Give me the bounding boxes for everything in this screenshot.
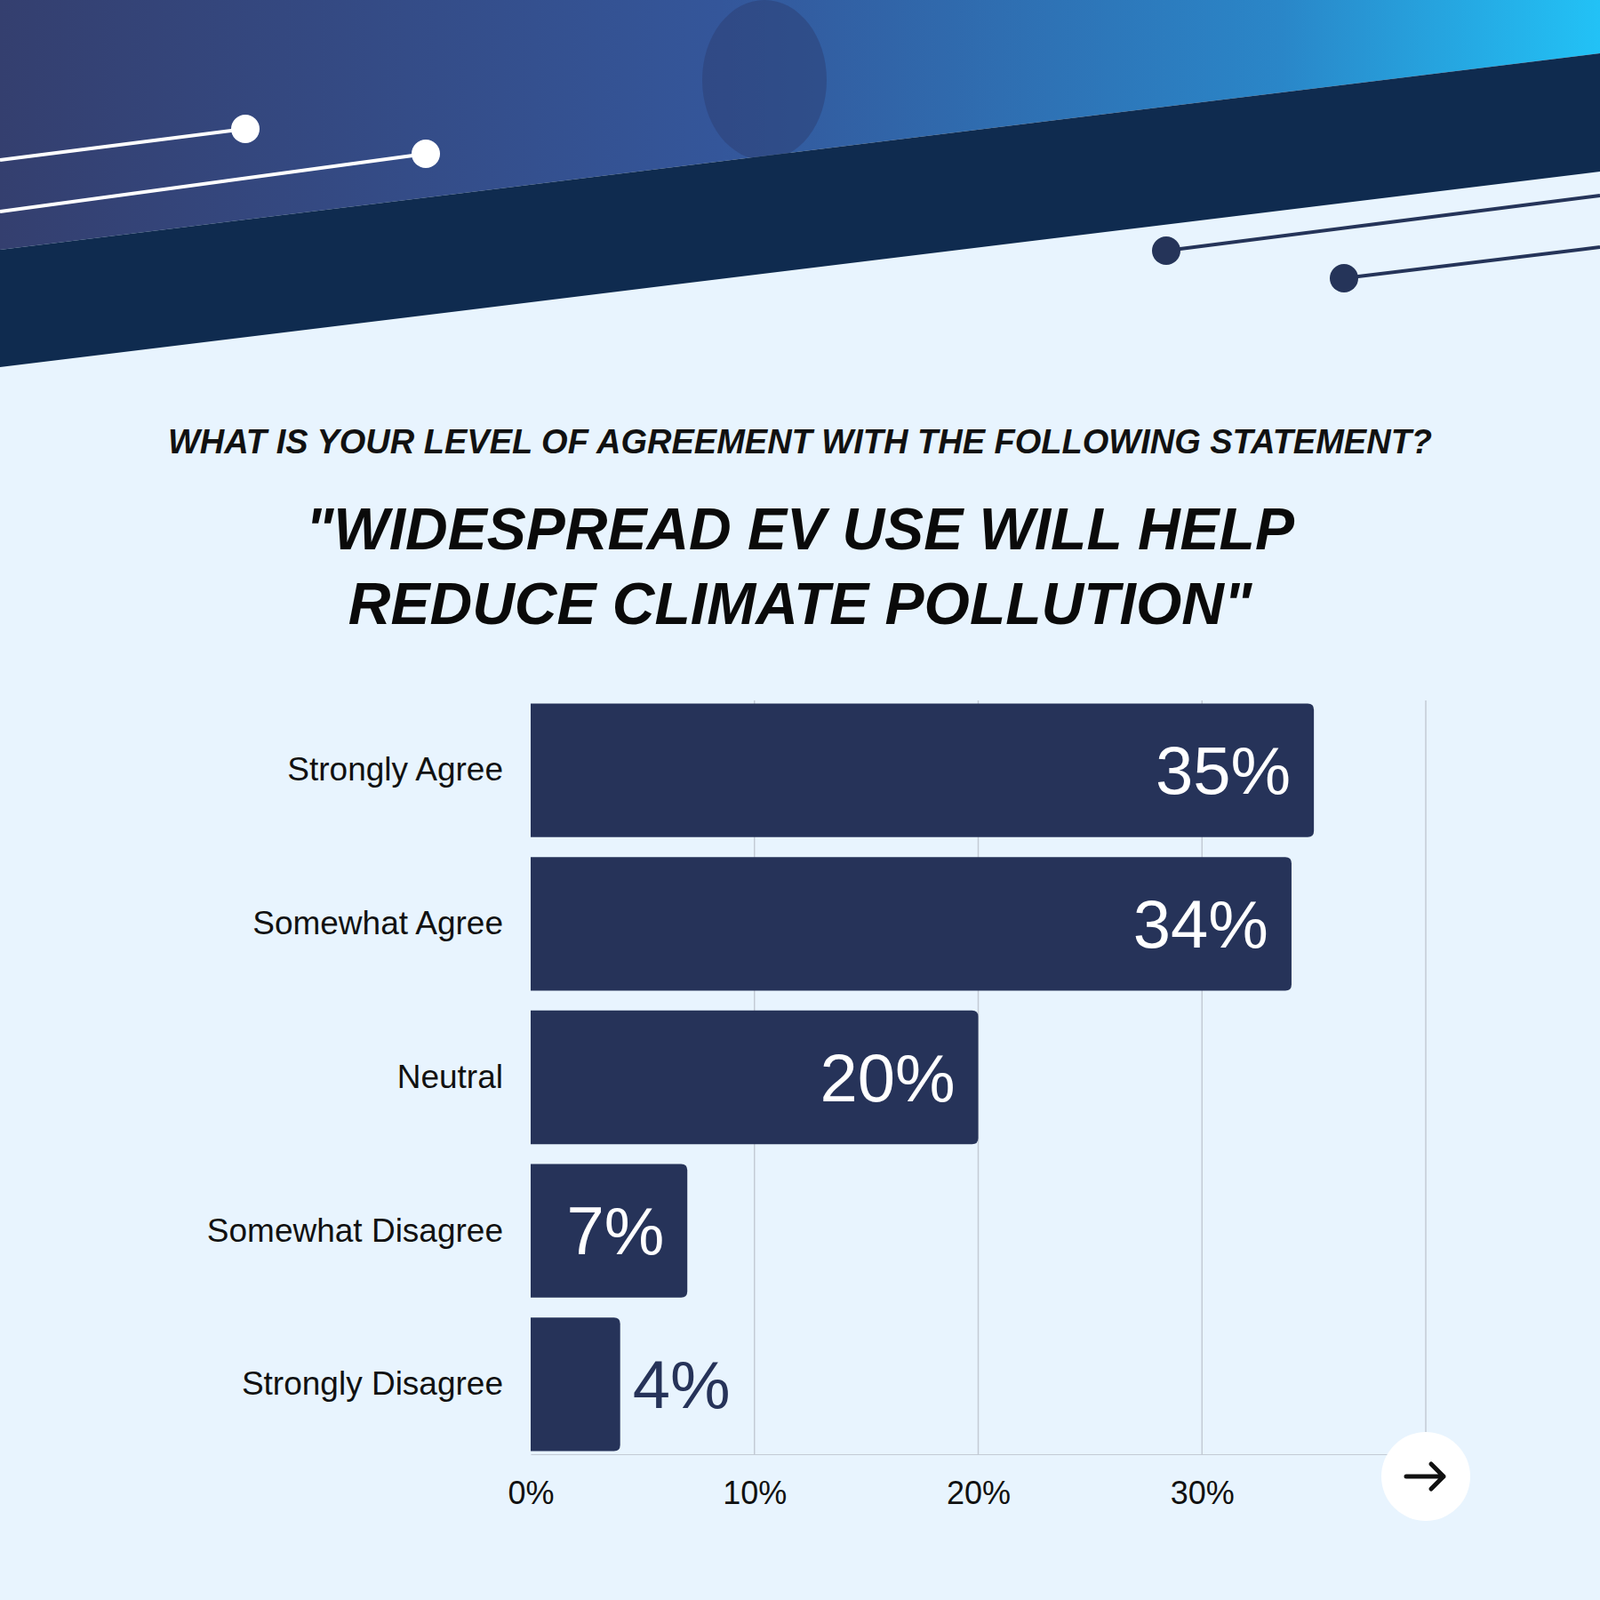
x-tick-label: 30% <box>1170 1474 1235 1512</box>
category-label: Strongly Disagree <box>241 1365 504 1402</box>
y-tick: Somewhat Agree <box>252 904 531 942</box>
x-axis: 0% 10% 20% 30% <box>507 1454 1426 1512</box>
button-arrow[interactable] <box>1406 1464 1444 1489</box>
category-label: Somewhat Disagree <box>207 1212 504 1249</box>
x-axis-line <box>531 1454 1427 1456</box>
y-axis: Strongly Agree Somewhat Agree Neutral Somew… <box>207 751 531 1402</box>
x-tick-label: 0% <box>507 1474 554 1512</box>
header-decoration <box>0 0 1600 368</box>
category-label: Strongly Agree <box>287 751 504 788</box>
x-tick-label: 10% <box>722 1474 787 1512</box>
header-line <box>1166 195 1600 251</box>
header-wheel <box>702 0 827 160</box>
y-tick: Neutral <box>397 1058 531 1096</box>
header-line <box>1344 247 1600 279</box>
y-tick: Strongly Agree <box>287 751 531 788</box>
header-line <box>0 128 246 160</box>
bar <box>530 703 1314 837</box>
y-tick: Somewhat Disagree <box>207 1212 531 1249</box>
chart-canvas: WHAT IS YOUR LEVEL OF AGREEMENT WITH THE… <box>0 0 1600 1600</box>
x-tick: 20% <box>946 1454 1011 1512</box>
data-label: 34% <box>1133 886 1269 962</box>
data-labels: 35% 34% 20% 7% 4% <box>566 732 1291 1423</box>
y-tick: Strongly Disagree <box>241 1365 531 1402</box>
x-tick: 0% <box>507 1454 554 1512</box>
subtitle: WHAT IS YOUR LEVEL OF AGREEMENT WITH THE… <box>168 423 1432 461</box>
header-dot <box>411 139 440 168</box>
bar <box>530 1164 688 1298</box>
plot-frame <box>1424 700 1427 1455</box>
header-dot <box>231 114 260 144</box>
bar <box>530 1317 621 1451</box>
bar <box>530 856 1292 991</box>
header-dot <box>1329 264 1359 293</box>
data-label: 4% <box>632 1346 731 1423</box>
category-label: Somewhat Agree <box>252 904 504 942</box>
background <box>0 0 1600 1600</box>
bar <box>530 1010 979 1144</box>
header-band <box>0 53 1600 368</box>
header-line <box>0 153 426 212</box>
category-label: Neutral <box>397 1058 504 1096</box>
title: "WIDESPREAD EV USE WILL HELPREDUCE CLIMA… <box>305 496 1296 637</box>
x-tick: 30% <box>1170 1454 1235 1512</box>
x-tick-label: 20% <box>946 1474 1011 1512</box>
x-tick: 10% <box>722 1454 787 1512</box>
data-label: 35% <box>1155 732 1291 808</box>
data-label: 20% <box>819 1040 955 1116</box>
data-label: 7% <box>566 1192 664 1269</box>
next-button[interactable] <box>1381 1432 1471 1521</box>
header-dot <box>1152 236 1181 265</box>
bars <box>530 703 1314 1451</box>
button-circle[interactable] <box>1381 1432 1471 1521</box>
